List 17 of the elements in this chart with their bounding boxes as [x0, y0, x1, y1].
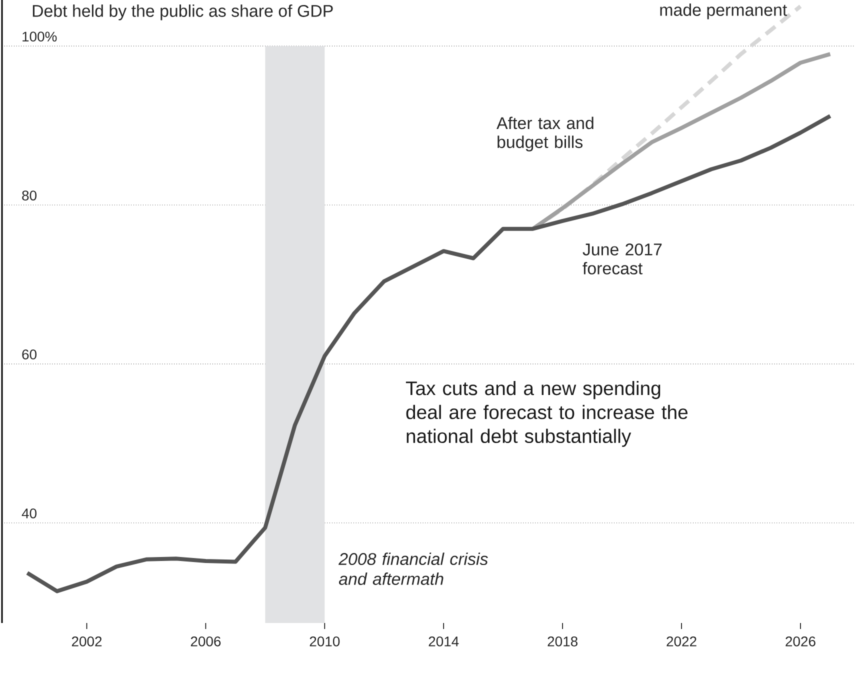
series-label: After tax and budget bills [496, 116, 594, 152]
y-tick-label: 40 [22, 508, 37, 518]
annotation: Tax cuts and a new spending deal are forecast to increase the national debt substantially [406, 380, 688, 447]
x-tick-label: 2006 [190, 636, 221, 646]
x-tick-label: 2014 [428, 636, 459, 646]
y-tick-label: 100% [22, 32, 57, 42]
band-label: 2008 financial crisis and aftermath [338, 552, 488, 585]
x-tick-label: 2010 [310, 636, 340, 646]
y-tick-label: 60 [22, 350, 37, 360]
series-label: made permanent [660, 4, 788, 20]
chart-title: Debt held by the public as share of GDP [32, 4, 333, 20]
x-tick-label: 2018 [548, 636, 578, 646]
x-tick-label: 2026 [786, 636, 816, 646]
y-tick-label: 80 [22, 190, 37, 200]
x-tick-label: 2022 [666, 636, 696, 646]
series-label: June 2017 forecast [582, 243, 662, 274]
x-tick-label: 2002 [72, 636, 102, 646]
